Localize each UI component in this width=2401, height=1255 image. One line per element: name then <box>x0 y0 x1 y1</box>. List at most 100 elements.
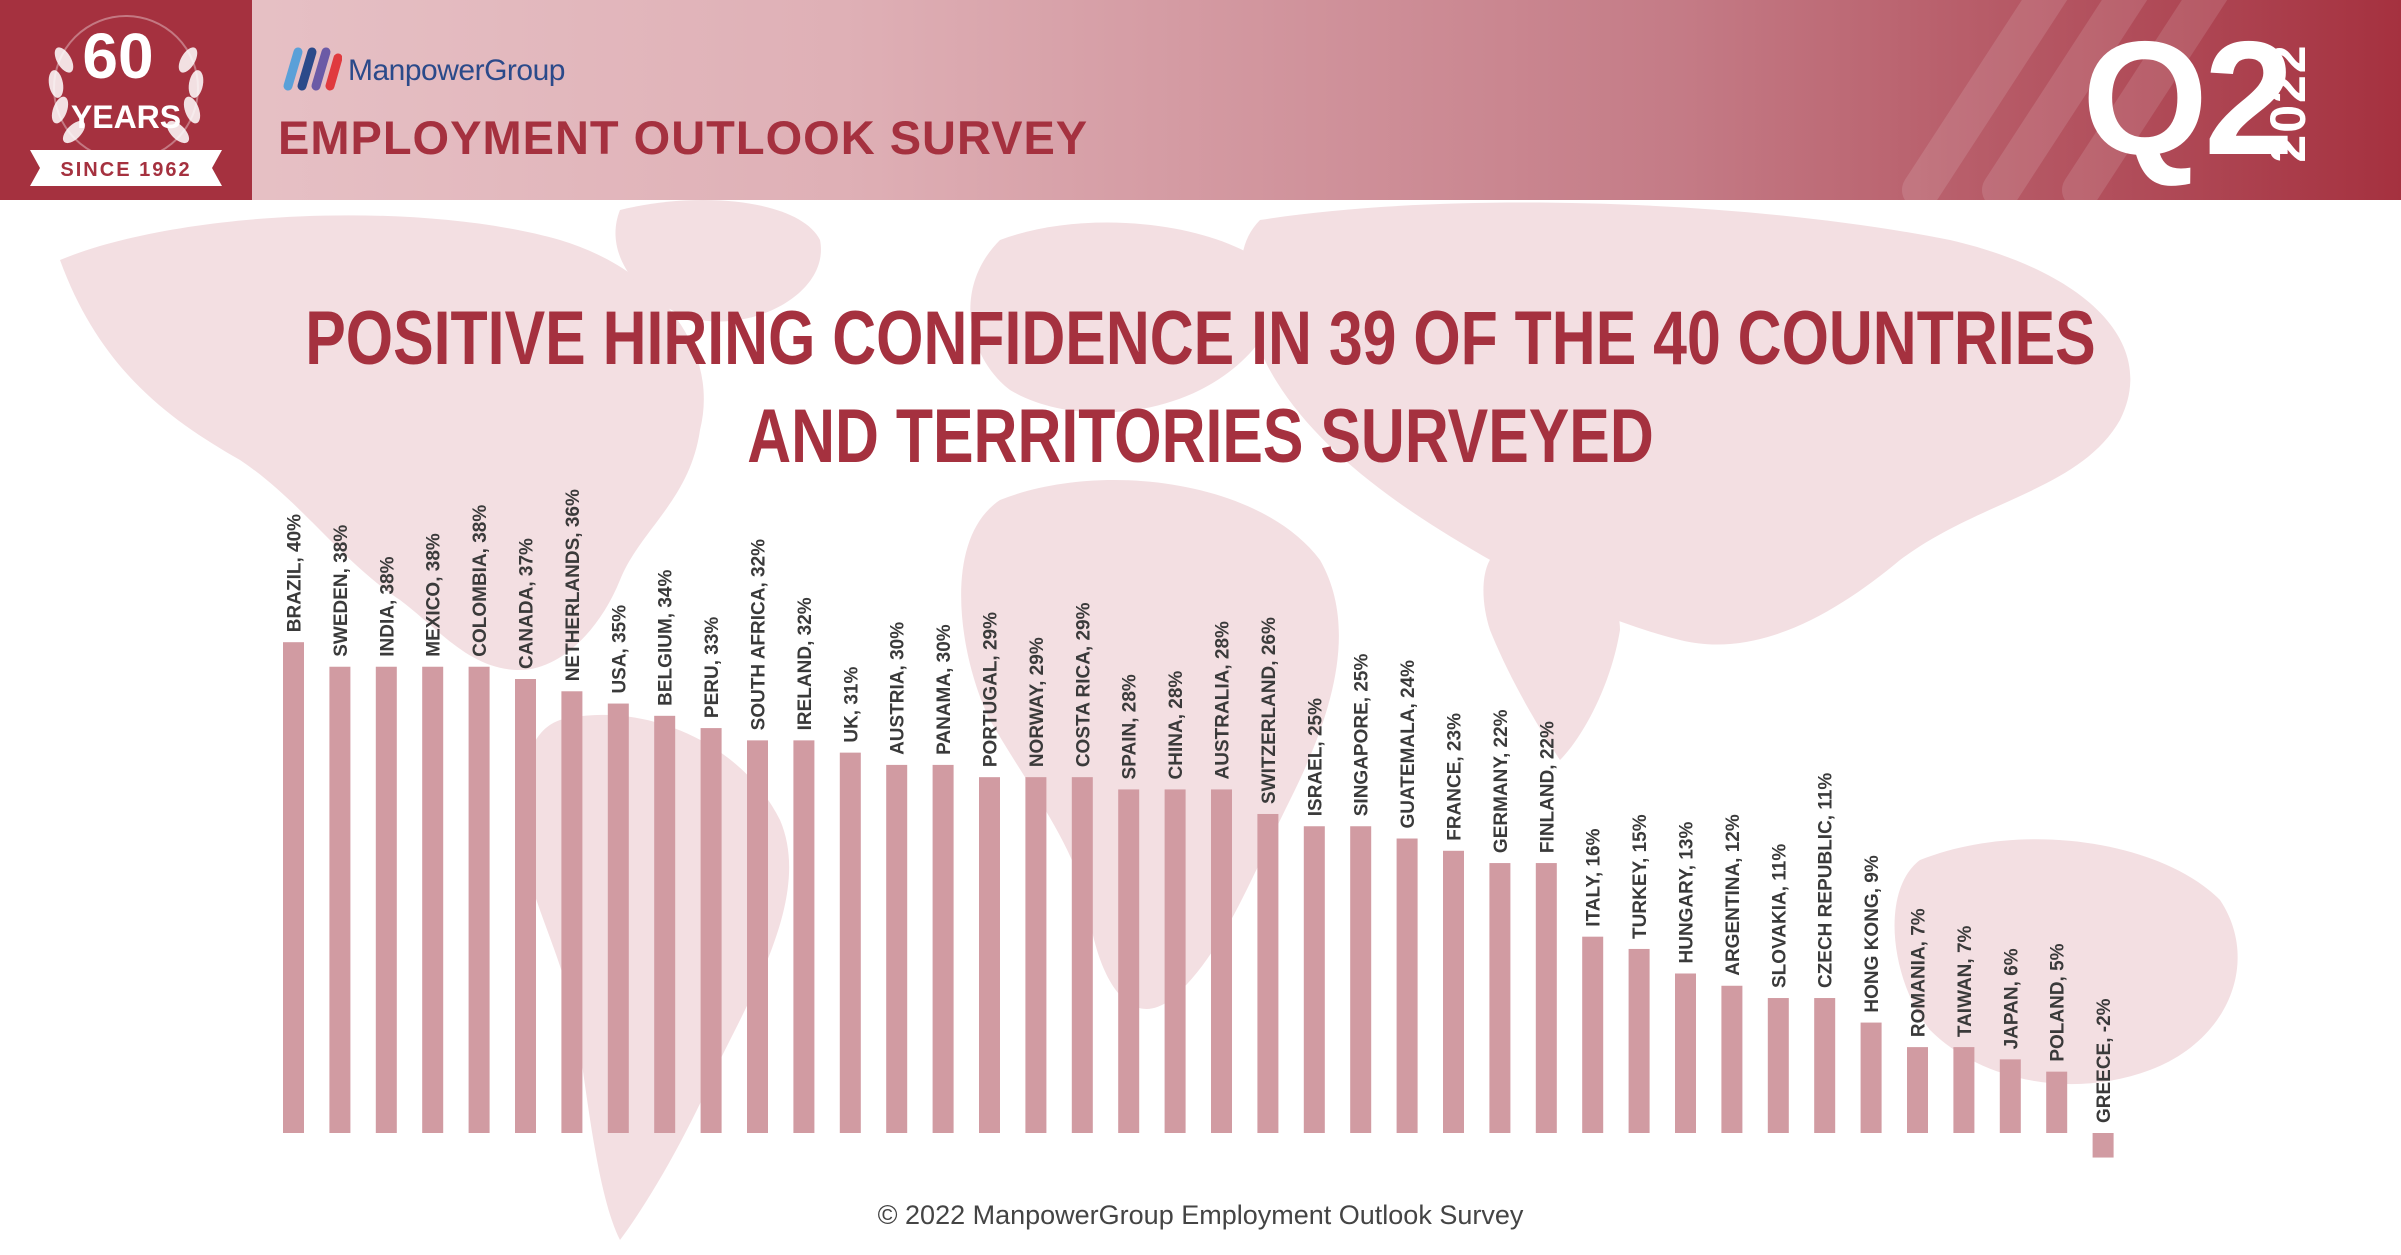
bar-label-turkey: TURKEY, 15% <box>1630 814 1651 939</box>
bar-label-sweden: SWEDEN, 38% <box>331 525 352 657</box>
bar-belgium <box>654 715 676 1133</box>
bar-panama <box>932 764 954 1133</box>
bar-label-brazil: BRAZIL, 40% <box>285 514 306 632</box>
bar-slovakia <box>1767 998 1789 1133</box>
bar-finland <box>1535 863 1557 1133</box>
bar-label-spain: SPAIN, 28% <box>1120 674 1141 779</box>
bar-label-greece: GREECE, -2% <box>2094 998 2115 1123</box>
bar-netherlands <box>561 691 583 1133</box>
bar-label-china: CHINA, 28% <box>1166 671 1187 780</box>
bar-hungary <box>1675 973 1696 1133</box>
header-decorative-stripes <box>1902 0 2228 200</box>
bar-usa <box>607 703 629 1133</box>
bar-label-germany: GERMANY, 22% <box>1491 709 1512 853</box>
bar-label-romania: ROMANIA, 7% <box>1909 908 1930 1037</box>
bar-label-switzerland: SWITZERLAND, 26% <box>1259 617 1280 804</box>
bar-label-finland: FINLAND, 22% <box>1537 721 1558 853</box>
bar-label-uk: UK, 31% <box>841 666 862 742</box>
bar-south-africa <box>747 740 768 1133</box>
bar-peru <box>700 728 722 1133</box>
bar-label-norway: NORWAY, 29% <box>1027 637 1048 767</box>
bar-austria <box>886 764 908 1133</box>
brand-name: ManpowerGroup <box>348 54 565 87</box>
anniversary-badge: 60 YEARS SINCE 1962 <box>0 0 252 200</box>
bar-canada <box>515 679 536 1133</box>
chart-title-line-2: AND TERRITORIES SURVEYED <box>747 394 1654 479</box>
bar-argentina <box>1721 985 1743 1133</box>
bar-greece <box>2092 1133 2114 1158</box>
bar-label-italy: ITALY, 16% <box>1584 828 1605 926</box>
bar-label-peru: PERU, 33% <box>702 617 723 718</box>
bar-italy <box>1582 936 1604 1133</box>
bar-label-costa-rica: COSTA RICA, 29% <box>1073 602 1094 767</box>
bar-brazil <box>283 642 304 1133</box>
bar-label-panama: PANAMA, 30% <box>934 624 955 755</box>
bar-israel <box>1303 826 1325 1133</box>
bar-label-czech-republic: CZECH REPUBLIC, 11% <box>1816 773 1837 988</box>
laurel-wreath-icon: 60 YEARS SINCE 1962 <box>30 15 222 186</box>
bar-label-portugal: PORTUGAL, 29% <box>981 612 1002 767</box>
bar-switzerland <box>1257 813 1279 1133</box>
bar-china <box>1164 789 1186 1133</box>
bar-label-ireland: IRELAND, 32% <box>795 597 816 730</box>
bar-romania <box>1907 1047 1928 1133</box>
bar-label-usa: USA, 35% <box>609 605 630 694</box>
bar-australia <box>1211 789 1232 1133</box>
bar-label-australia: AUSTRALIA, 28% <box>1213 621 1234 779</box>
bar-colombia <box>468 666 490 1133</box>
bar-label-austria: AUSTRIA, 30% <box>888 622 909 755</box>
chart-title-line-1: POSITIVE HIRING CONFIDENCE IN 39 OF THE … <box>305 296 2096 381</box>
greenland-shape <box>615 200 821 322</box>
europe-shape <box>970 222 1277 413</box>
bar-singapore <box>1350 826 1372 1133</box>
bar-sweden <box>329 666 351 1133</box>
bar-label-guatemala: GUATEMALA, 24% <box>1398 660 1419 829</box>
bar-hong-kong <box>1860 1022 1882 1133</box>
badge-years: YEARS <box>71 99 181 135</box>
bar-label-argentina: ARGENTINA, 12% <box>1723 814 1744 976</box>
bar-czech-republic <box>1814 998 1836 1133</box>
bar-label-india: INDIA, 38% <box>377 556 398 656</box>
india-shape <box>1483 548 1620 760</box>
bar-guatemala <box>1396 838 1418 1133</box>
bar-germany <box>1489 863 1511 1133</box>
bar-label-singapore: SINGAPORE, 25% <box>1352 654 1373 817</box>
africa-shape <box>961 480 1339 1009</box>
bar-label-france: FRANCE, 23% <box>1445 713 1466 841</box>
bar-spain <box>1118 789 1140 1133</box>
bar-poland <box>2046 1071 2068 1133</box>
quarter-label: Q2 <box>2082 8 2294 189</box>
bar-taiwan <box>1953 1047 1975 1133</box>
header-banner <box>0 0 2401 200</box>
bar-japan <box>1999 1059 2021 1133</box>
bar-mexico <box>422 666 444 1133</box>
bar-france <box>1443 850 1464 1133</box>
bar-turkey <box>1628 948 1650 1133</box>
bar-label-netherlands: NETHERLANDS, 36% <box>563 489 584 681</box>
bar-label-israel: ISRAEL, 25% <box>1305 698 1326 816</box>
badge-since: SINCE 1962 <box>60 159 191 181</box>
asia-shape <box>1241 202 2131 645</box>
survey-title: EMPLOYMENT OUTLOOK SURVEY <box>278 111 1089 164</box>
manpowergroup-logo-icon <box>283 47 342 91</box>
bar-label-hungary: HUNGARY, 13% <box>1677 822 1698 964</box>
world-map-background <box>60 200 2238 1240</box>
bar-label-colombia: COLOMBIA, 38% <box>470 505 491 657</box>
bar-label-poland: POLAND, 5% <box>2048 943 2069 1061</box>
bar-portugal <box>979 777 1000 1133</box>
bar-label-canada: CANADA, 37% <box>517 538 538 669</box>
australia-shape <box>1894 839 2238 1085</box>
bar-india <box>375 666 397 1133</box>
bar-label-japan: JAPAN, 6% <box>2001 948 2022 1049</box>
north-america-shape <box>60 215 704 670</box>
bar-label-belgium: BELGIUM, 34% <box>656 570 677 706</box>
bar-costa-rica <box>1071 777 1093 1133</box>
bar-label-mexico: MEXICO, 38% <box>424 533 445 657</box>
bar-label-south-africa: SOUTH AFRICA, 32% <box>749 539 770 731</box>
bar-ireland <box>793 740 815 1133</box>
bar-uk <box>839 752 861 1133</box>
bar-label-slovakia: SLOVAKIA, 11% <box>1769 844 1790 988</box>
bar-norway <box>1025 777 1047 1133</box>
bar-label-taiwan: TAIWAN, 7% <box>1955 925 1976 1037</box>
